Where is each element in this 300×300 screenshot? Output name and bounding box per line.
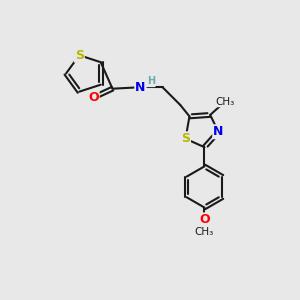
Text: CH₃: CH₃ bbox=[215, 97, 235, 107]
Text: S: S bbox=[75, 49, 84, 62]
Text: H: H bbox=[147, 76, 155, 86]
Text: CH₃: CH₃ bbox=[195, 227, 214, 237]
Text: O: O bbox=[88, 91, 99, 104]
Text: O: O bbox=[199, 213, 210, 226]
Text: N: N bbox=[135, 81, 146, 94]
Text: N: N bbox=[213, 125, 224, 138]
Text: S: S bbox=[181, 132, 190, 145]
